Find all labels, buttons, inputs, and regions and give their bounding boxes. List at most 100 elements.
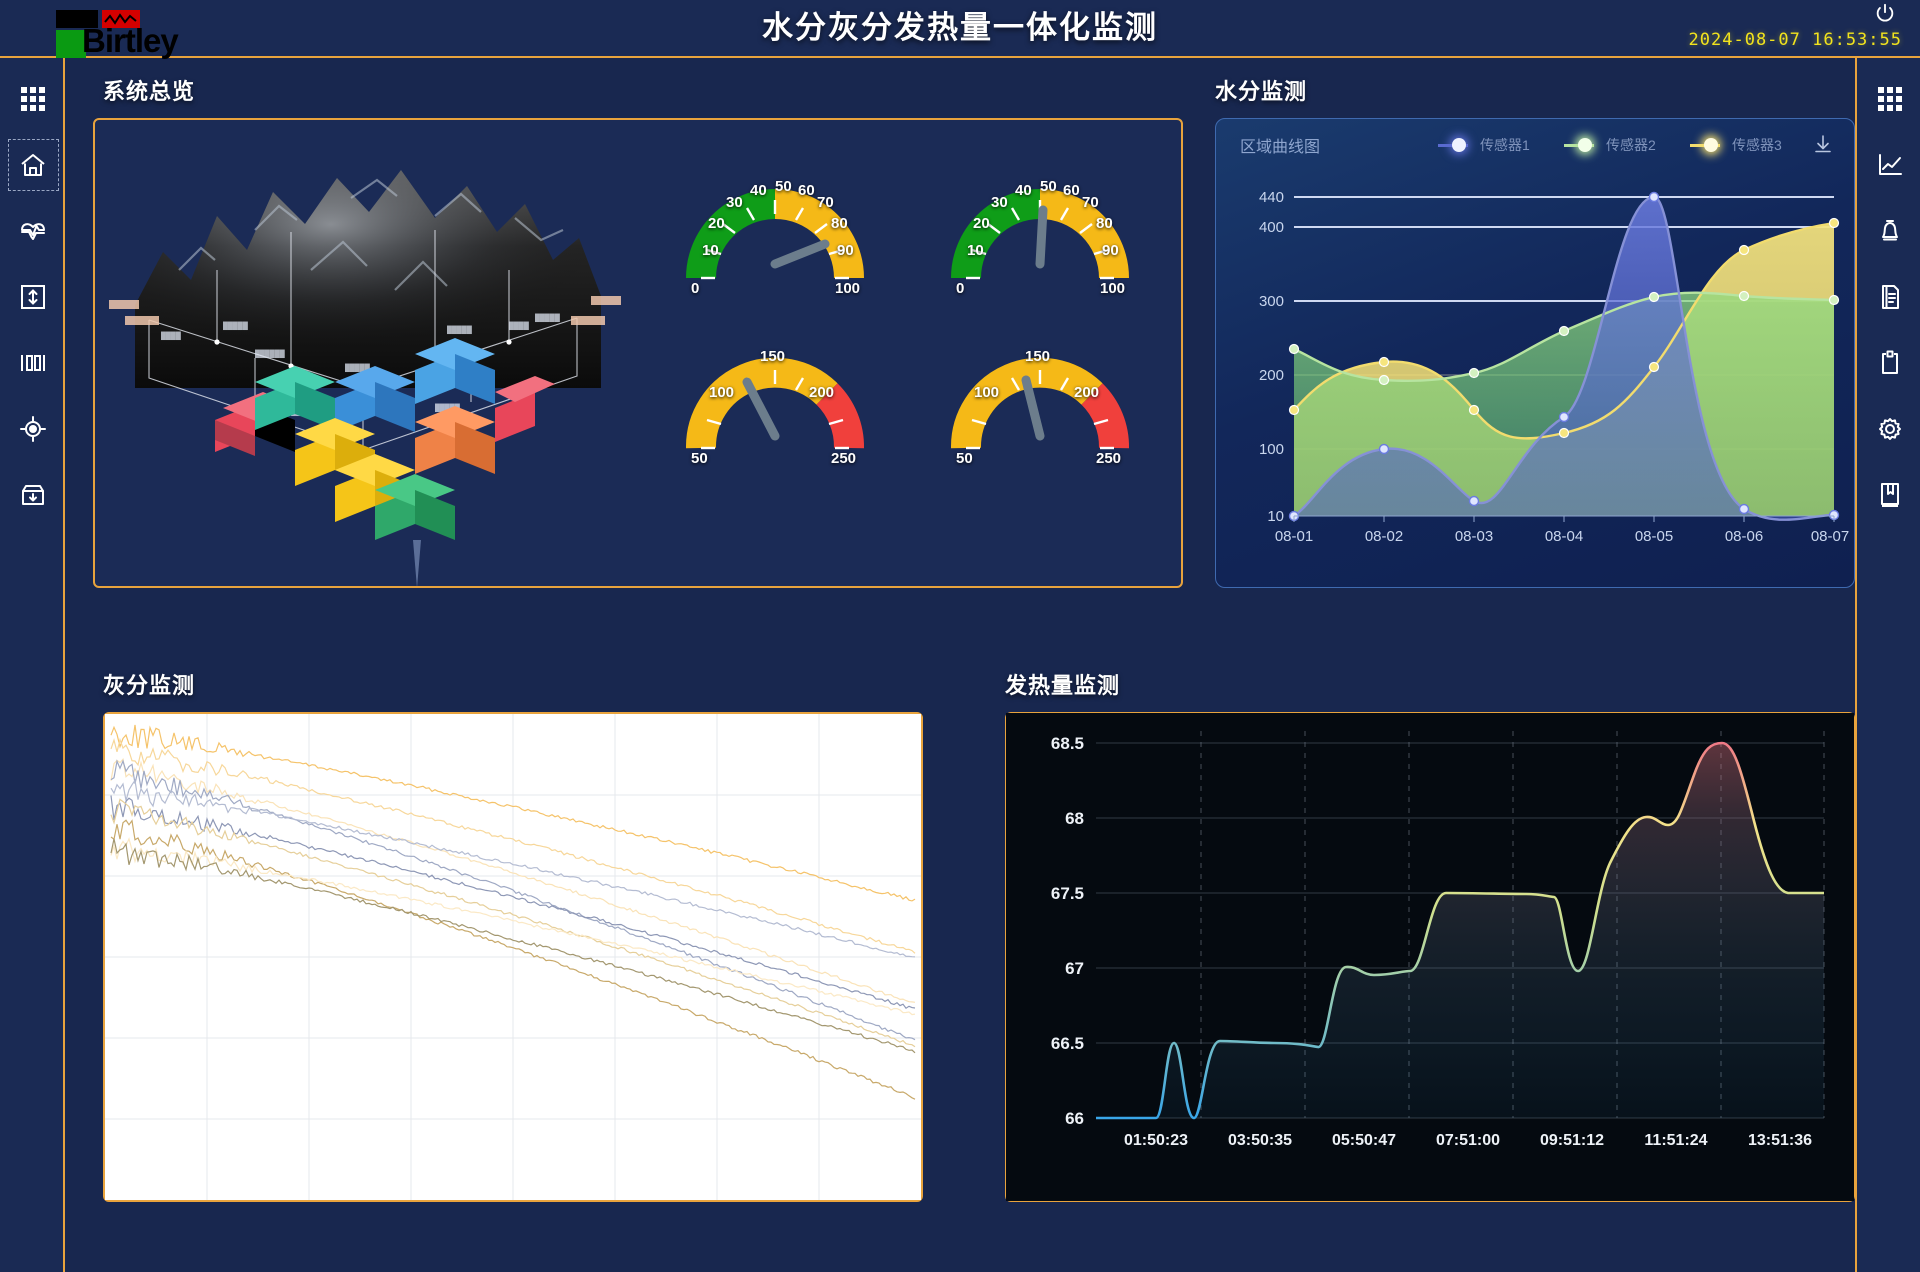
toolbar-item-bell[interactable] (1857, 198, 1920, 264)
moisture-area-chart[interactable]: 440 400 300 200 100 10 (1216, 171, 1856, 589)
power-icon[interactable] (1874, 2, 1896, 24)
voxel-layers (215, 338, 555, 586)
left-sidebar (0, 58, 65, 1272)
toolbar-item-line-chart[interactable] (1857, 132, 1920, 198)
legend-item-sensor-2[interactable]: 传感器2 (1564, 135, 1656, 155)
logo-red-block (102, 10, 140, 28)
panel-title-ash: 灰分监测 (103, 673, 196, 698)
panel-title-moisture: 水分监测 (1215, 79, 1308, 104)
ash-spectrum-chart[interactable] (105, 714, 921, 1200)
panel-body-system-overview: ████ █████ ██████ █████ █████ ████ █████ ███… (93, 118, 1183, 588)
ash-curve-spectrum-4 (110, 759, 916, 1041)
home-icon (20, 154, 45, 176)
ash-curve-spectrum-7 (110, 798, 916, 1048)
ash-curve-spectrum-5 (110, 778, 916, 958)
svg-text:█████: █████ (535, 313, 560, 323)
coal-highlights (178, 178, 564, 291)
svg-text:03:50:35: 03:50:35 (1228, 1132, 1292, 1149)
panel-body-calorific: 68.5 68 67.5 67 66.5 66 01:50:23 03:50:35 05… (1005, 712, 1855, 1202)
svg-text:07:51:00: 07:51:00 (1436, 1132, 1500, 1149)
legend-dot-sensor-2 (1578, 138, 1592, 152)
app-header: Birtley 水分灰分发热量一体化监测 2024-08-07 16:53:55 (0, 0, 1920, 58)
svg-text:█████: █████ (447, 325, 472, 335)
toolbar-item-book[interactable] (1857, 462, 1920, 528)
document-icon (1881, 285, 1899, 309)
toolbar-item-grid-menu[interactable] (1857, 66, 1920, 132)
legend-label-sensor-1: 传感器1 (1480, 137, 1530, 153)
svg-text:440: 440 (1259, 189, 1284, 206)
svg-text:08-05: 08-05 (1635, 528, 1673, 545)
sidebar-item-columns[interactable] (0, 330, 65, 396)
series-line-sensor-1 (1293, 195, 1835, 521)
moisture-chart-subtitle: 区域曲线图 (1240, 139, 1321, 156)
svg-text:68.5: 68.5 (1051, 734, 1084, 753)
sidebar-item-home[interactable] (0, 132, 65, 198)
ash-curve-spectrum-8 (110, 819, 916, 1100)
logo-black-block (56, 10, 98, 28)
svg-text:66: 66 (1065, 1109, 1084, 1128)
ash-curve-spectrum-2 (110, 737, 916, 954)
toolbar-item-clipboard[interactable] (1857, 330, 1920, 396)
svg-text:66.5: 66.5 (1051, 1034, 1084, 1053)
calorific-line (1096, 741, 1824, 1120)
panel-body-moisture: 区域曲线图 传感器1 传感器2 传感器3 (1215, 118, 1855, 588)
moisture-chart-legend: 区域曲线图 传感器1 传感器2 传感器3 (1216, 119, 1856, 171)
svg-text:67: 67 (1065, 959, 1084, 978)
svg-text:13:51:36: 13:51:36 (1748, 1132, 1812, 1149)
grid-menu-icon (20, 87, 45, 111)
line-chart-icon (1878, 154, 1902, 175)
toolbar-item-document[interactable] (1857, 264, 1920, 330)
right-sidebar (1855, 58, 1920, 1272)
legend-item-sensor-3[interactable]: 传感器3 (1690, 135, 1782, 155)
legend-label-sensor-2: 传感器2 (1606, 137, 1656, 153)
sidebar-item-grid-menu[interactable] (0, 66, 65, 132)
ash-curve-spectrum-6 (110, 795, 916, 1010)
panel-title-system-overview: 系统总览 (103, 79, 196, 104)
legend-item-sensor-1[interactable]: 传感器1 (1438, 135, 1530, 155)
moisture-y-axis-labels: 440 400 300 200 100 10 (1259, 189, 1284, 525)
clipboard-icon (1881, 350, 1898, 374)
svg-text:100: 100 (1259, 441, 1284, 458)
panel-ash-monitoring: 灰分监测 (93, 668, 923, 1248)
sidebar-item-inbox-download[interactable] (0, 462, 65, 528)
panel-calorific-monitoring: 发热量监测 (1005, 668, 1855, 1248)
clock-display: 2024-08-07 16:53:55 (1688, 30, 1902, 50)
svg-text:08-06: 08-06 (1725, 528, 1763, 545)
book-icon (1880, 483, 1899, 507)
svg-text:█████: █████ (223, 321, 248, 331)
ash-curve-spectrum-9 (110, 837, 916, 1016)
calorific-area-chart[interactable]: 68.5 68 67.5 67 66.5 66 01:50:23 03:50:35 05… (1006, 713, 1854, 1201)
model-side-tags (109, 296, 621, 325)
logo-wordmark: Birtley (82, 22, 179, 59)
toolbar-item-gear[interactable] (1857, 396, 1920, 462)
logo-green-block (56, 30, 86, 58)
columns-icon (20, 355, 45, 371)
calorific-x-axis-labels: 01:50:23 03:50:35 05:50:47 07:51:00 09:51:… (1124, 1132, 1812, 1149)
svg-text:200: 200 (1259, 367, 1284, 384)
ash-curve-spectrum-3 (110, 757, 916, 1003)
gauge-moisture-b: 0 100 10 20 30 40 50 60 70 80 90 (951, 178, 1129, 297)
moisture-x-ticks (1293, 516, 1835, 522)
coal-stockpile-3d-model: █████████ ███████████ █████████ █████ ███… (109, 170, 621, 586)
inbox-download-icon (21, 485, 44, 505)
sidebar-item-vertical-resize[interactable] (0, 264, 65, 330)
page-title: 水分灰分发热量一体化监测 (762, 10, 1158, 45)
svg-text:08-02: 08-02 (1365, 528, 1403, 545)
series-area-sensor-1 (1294, 197, 1834, 520)
svg-text:█████: █████ (435, 403, 460, 413)
calorific-y-axis-labels: 68.5 68 67.5 67 66.5 66 (1051, 734, 1084, 1128)
gauge-moisture-a: 0 100 10 20 30 40 50 60 70 80 90 (686, 178, 864, 297)
ash-spectrum-curves (110, 724, 916, 1100)
svg-text:08-01: 08-01 (1275, 528, 1313, 545)
calorific-area-fill (1096, 743, 1824, 1118)
sidebar-item-target[interactable] (0, 396, 65, 462)
sidebar-item-heartbeat[interactable] (0, 198, 65, 264)
svg-text:67.5: 67.5 (1051, 884, 1084, 903)
svg-text:08-04: 08-04 (1545, 528, 1583, 545)
svg-text:300: 300 (1259, 293, 1284, 310)
moisture-x-axis-labels: 08-01 08-02 08-03 08-04 08-05 08-06 08-07 (1275, 528, 1849, 545)
ash-curve-spectrum-10 (110, 838, 916, 1054)
brand-logo: Birtley (28, 8, 179, 58)
download-icon[interactable] (1812, 133, 1834, 160)
grid-menu-icon (1877, 87, 1902, 111)
